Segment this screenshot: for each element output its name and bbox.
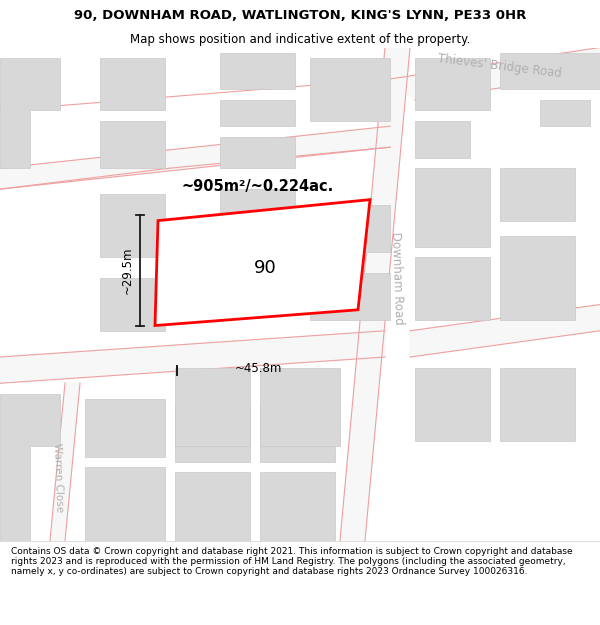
Polygon shape: [415, 368, 490, 441]
Polygon shape: [540, 100, 590, 126]
Polygon shape: [500, 168, 575, 221]
Polygon shape: [260, 404, 335, 462]
Polygon shape: [390, 48, 600, 100]
Text: 90, DOWNHAM ROAD, WATLINGTON, KING'S LYNN, PE33 0HR: 90, DOWNHAM ROAD, WATLINGTON, KING'S LYN…: [74, 9, 526, 21]
Polygon shape: [500, 52, 600, 89]
Polygon shape: [260, 472, 335, 541]
Text: ~29.5m: ~29.5m: [121, 247, 134, 294]
Polygon shape: [155, 199, 370, 326]
Polygon shape: [220, 137, 295, 168]
Polygon shape: [260, 368, 340, 446]
Polygon shape: [0, 58, 60, 168]
Text: 90: 90: [254, 259, 277, 277]
Polygon shape: [500, 368, 575, 441]
Polygon shape: [220, 252, 295, 294]
Text: Warren Close: Warren Close: [52, 443, 64, 512]
Polygon shape: [50, 383, 80, 541]
Text: Thieves' Bridge Road: Thieves' Bridge Road: [437, 52, 563, 81]
Polygon shape: [415, 121, 470, 158]
Polygon shape: [0, 394, 60, 541]
Polygon shape: [340, 48, 410, 541]
Polygon shape: [175, 368, 250, 446]
Text: ~905m²/~0.224ac.: ~905m²/~0.224ac.: [182, 179, 334, 194]
Polygon shape: [100, 121, 165, 168]
Polygon shape: [310, 58, 390, 121]
Polygon shape: [85, 399, 165, 457]
Polygon shape: [85, 467, 165, 541]
Polygon shape: [0, 331, 385, 383]
Text: Map shows position and indicative extent of the property.: Map shows position and indicative extent…: [130, 33, 470, 46]
Polygon shape: [220, 100, 295, 126]
Text: ~45.8m: ~45.8m: [235, 362, 281, 375]
Text: Downham Road: Downham Road: [389, 232, 405, 325]
Polygon shape: [0, 126, 390, 189]
Polygon shape: [415, 168, 490, 247]
Polygon shape: [220, 189, 295, 236]
Polygon shape: [100, 58, 165, 111]
Polygon shape: [415, 58, 490, 111]
Polygon shape: [410, 304, 600, 357]
Polygon shape: [175, 404, 250, 462]
Polygon shape: [100, 278, 165, 331]
Polygon shape: [310, 205, 390, 252]
Polygon shape: [500, 236, 575, 320]
Polygon shape: [310, 273, 390, 320]
Polygon shape: [175, 472, 250, 541]
Text: Contains OS data © Crown copyright and database right 2021. This information is : Contains OS data © Crown copyright and d…: [11, 546, 572, 576]
Polygon shape: [415, 258, 490, 320]
Polygon shape: [100, 194, 165, 258]
Polygon shape: [220, 52, 295, 89]
